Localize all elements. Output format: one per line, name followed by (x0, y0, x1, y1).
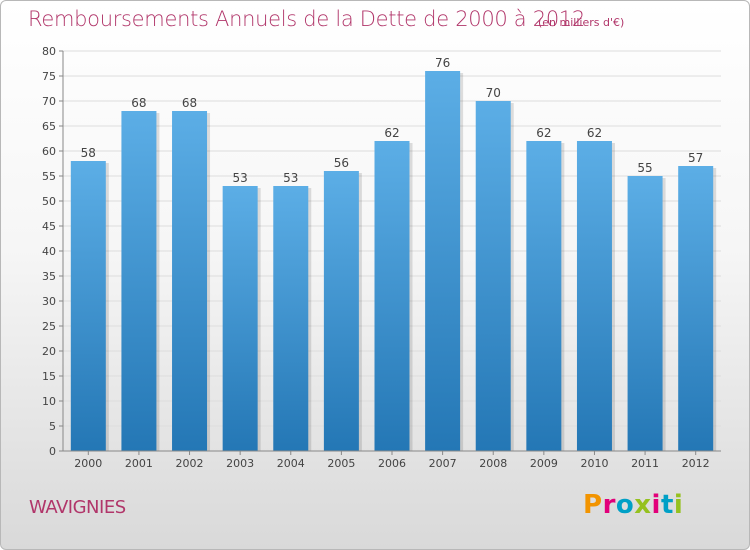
chart-unit: (en milliers d'€) (538, 16, 625, 29)
x-tick-label: 2010 (580, 457, 608, 470)
bars: 58 68 68 53 53 56 62 76 70 62 62 55 57 (70, 56, 717, 451)
logo-letter: i (673, 490, 684, 520)
logo-letter: P (583, 490, 603, 520)
bar (627, 176, 663, 451)
x-tick-label: 2002 (176, 457, 204, 470)
bar-value-label: 68 (131, 96, 146, 110)
bar-value-label: 76 (435, 56, 450, 70)
y-tick-label: 35 (42, 270, 56, 283)
bar (172, 111, 208, 451)
y-tick-label: 55 (42, 170, 56, 183)
x-tick-label: 2001 (125, 457, 153, 470)
y-tick-label: 20 (42, 345, 56, 358)
bar-value-label: 62 (587, 126, 602, 140)
commune-name: WAVIGNIES (29, 497, 126, 518)
y-tick-label: 50 (42, 195, 56, 208)
proxiti-logo[interactable]: Proxiti (583, 490, 683, 520)
bar-value-label: 55 (637, 161, 652, 175)
bar-value-label: 57 (688, 151, 703, 165)
y-tick-label: 80 (42, 45, 56, 58)
x-tick-label: 2000 (74, 457, 102, 470)
bar-value-label: 56 (334, 156, 349, 170)
bar (678, 166, 714, 451)
bar-value-label: 70 (486, 86, 501, 100)
logo-letter: t (660, 490, 674, 520)
x-tick-label: 2009 (530, 457, 558, 470)
y-tick-label: 5 (49, 420, 56, 433)
bar (273, 186, 309, 451)
bar (121, 111, 157, 451)
x-tick-label: 2006 (378, 457, 406, 470)
bar (576, 141, 612, 451)
bar-value-label: 68 (182, 96, 197, 110)
bar-value-label: 53 (283, 171, 298, 185)
x-tick-label: 2008 (479, 457, 507, 470)
x-tick-label: 2011 (631, 457, 659, 470)
y-tick-label: 30 (42, 295, 56, 308)
chart-title: Remboursements Annuels de la Dette de 20… (28, 7, 585, 31)
logo-letter: r (602, 490, 616, 520)
y-tick-label: 15 (42, 370, 56, 383)
bar (70, 161, 106, 451)
y-tick-label: 25 (42, 320, 56, 333)
bar-value-label: 53 (233, 171, 248, 185)
y-tick-label: 65 (42, 120, 56, 133)
bar (374, 141, 410, 451)
bar-value-label: 62 (536, 126, 551, 140)
y-tick-label: 45 (42, 220, 56, 233)
bar (475, 101, 511, 451)
y-tick-label: 70 (42, 95, 56, 108)
bar-value-label: 62 (384, 126, 399, 140)
y-tick-label: 10 (42, 395, 56, 408)
logo-letter: x (634, 490, 652, 520)
y-tick-label: 40 (42, 245, 56, 258)
x-tick-label: 2005 (327, 457, 355, 470)
y-tick-label: 0 (49, 445, 56, 458)
x-tick-label: 2012 (682, 457, 710, 470)
axes: 0 5 10 15 20 25 30 35 40 45 50 55 60 65 70 75 80 2000 2001… (42, 45, 721, 470)
logo-letter: i (651, 490, 661, 520)
bar-value-label: 58 (81, 146, 96, 160)
bar (425, 71, 461, 451)
x-tick-label: 2004 (277, 457, 305, 470)
bar (526, 141, 562, 451)
y-tick-label: 60 (42, 145, 56, 158)
bar (222, 186, 258, 451)
x-tick-label: 2007 (429, 457, 457, 470)
y-tick-label: 75 (42, 70, 56, 83)
x-tick-label: 2003 (226, 457, 254, 470)
logo-letter: o (615, 490, 635, 520)
bar (323, 171, 359, 451)
